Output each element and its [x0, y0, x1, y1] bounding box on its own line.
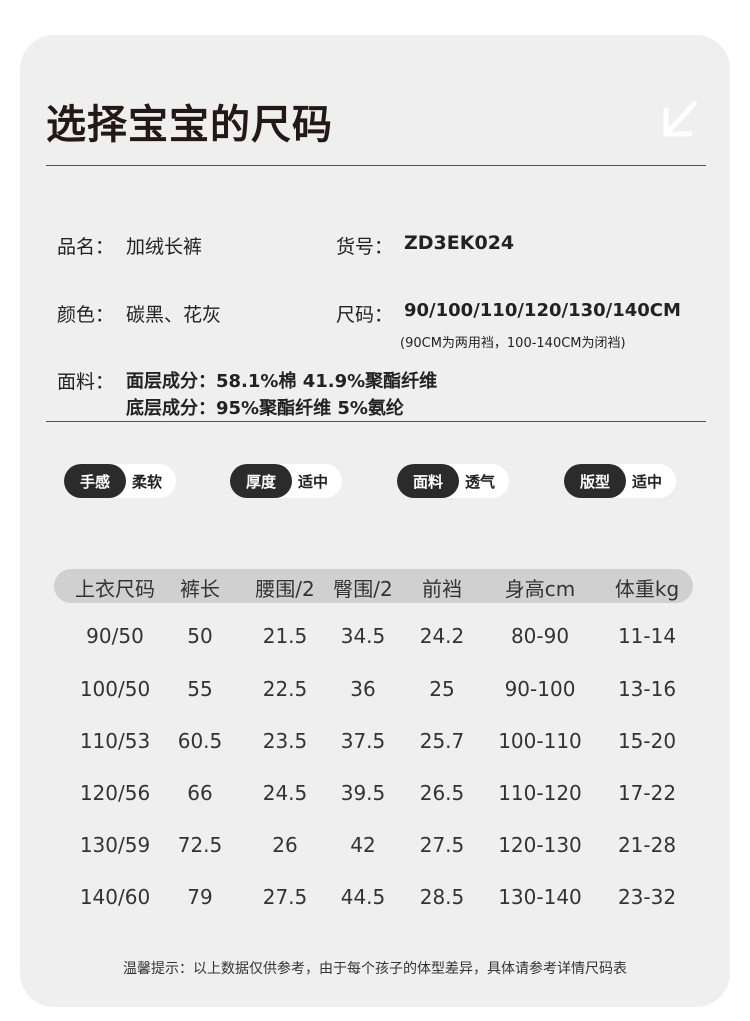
page-title: 选择宝宝的尺码: [46, 102, 333, 148]
table-cell: 130-140: [498, 885, 582, 909]
feature-pill: 面料 透气: [397, 464, 509, 498]
table-cell: 120-130: [498, 833, 582, 857]
table-cell: 110/53: [79, 729, 151, 753]
table-cell: 120/56: [79, 781, 151, 805]
table-cell: 24.5: [262, 781, 308, 805]
fabric-inner: 底层成分：95%聚酯纤维 5%氨纶: [126, 398, 404, 419]
table-cell: 42: [350, 833, 376, 857]
table-cell: 44.5: [340, 885, 386, 909]
table-cell: 21.5: [262, 624, 308, 648]
feature-value: 透气: [465, 472, 496, 491]
table-cell: 140/60: [79, 885, 151, 909]
column-header: 体重kg: [614, 577, 680, 601]
table-cell: 90-100: [504, 677, 576, 701]
fabric-label: 面料：: [57, 371, 115, 393]
table-cell: 13-16: [617, 677, 677, 701]
table-cell: 90/50: [86, 624, 144, 648]
feature-value: 适中: [632, 472, 663, 491]
table-cell: 34.5: [340, 624, 386, 648]
table-cell: 28.5: [419, 885, 465, 909]
table-cell: 27.5: [419, 833, 465, 857]
size-note: (90CM为两用裆，100-140CM为闭裆): [400, 336, 626, 351]
size-value: 90/100/110/120/130/140CM: [404, 300, 681, 321]
table-cell: 110-120: [498, 781, 582, 805]
column-header: 臀围/2: [333, 577, 393, 601]
table-cell: 37.5: [340, 729, 386, 753]
table-cell: 100-110: [498, 729, 582, 753]
fabric-outer: 面层成分：58.1%棉 41.9%聚酯纤维: [126, 371, 438, 392]
feature-key: 手感: [64, 464, 126, 498]
feature-pill: 厚度 适中: [230, 464, 342, 498]
column-header: 前裆: [422, 577, 462, 601]
feature-key: 面料: [397, 464, 459, 498]
footer-note: 温馨提示：以上数据仅供参考，由于每个孩子的体型差异，具体请参考详情尺码表: [123, 961, 627, 977]
feature-pill: 版型 适中: [564, 464, 676, 498]
table-cell: 50: [187, 624, 213, 648]
column-header: 上衣尺码: [75, 577, 155, 601]
table-cell: 39.5: [340, 781, 386, 805]
sku-label: 货号：: [336, 236, 394, 258]
table-cell: 23.5: [262, 729, 308, 753]
divider: [46, 421, 706, 422]
table-cell: 25.7: [419, 729, 465, 753]
size-label: 尺码：: [336, 304, 394, 326]
name-label: 品名：: [57, 236, 115, 258]
color-value: 碳黑、花灰: [126, 304, 222, 326]
table-cell: 15-20: [617, 729, 677, 753]
feature-key: 版型: [564, 464, 626, 498]
table-cell: 26: [272, 833, 298, 857]
table-cell: 36: [350, 677, 376, 701]
table-cell: 60.5: [177, 729, 223, 753]
table-cell: 100/50: [79, 677, 151, 701]
column-header: 腰围/2: [255, 577, 315, 601]
table-cell: 21-28: [617, 833, 677, 857]
table-cell: 23-32: [617, 885, 677, 909]
table-cell: 130/59: [79, 833, 151, 857]
feature-key: 厚度: [230, 464, 292, 498]
feature-value: 柔软: [132, 472, 163, 491]
table-cell: 79: [187, 885, 213, 909]
table-cell: 24.2: [419, 624, 465, 648]
color-label: 颜色：: [57, 304, 115, 326]
feature-value: 适中: [298, 472, 329, 491]
column-header: 身高cm: [504, 577, 576, 601]
table-cell: 22.5: [262, 677, 308, 701]
size-card: [20, 35, 730, 1007]
divider: [46, 165, 706, 166]
table-cell: 17-22: [617, 781, 677, 805]
table-header: [54, 569, 693, 603]
column-header: 裤长: [180, 577, 220, 601]
feature-pill: 手感 柔软: [64, 464, 176, 498]
table-cell: 11-14: [617, 624, 677, 648]
table-cell: 27.5: [262, 885, 308, 909]
table-cell: 26.5: [419, 781, 465, 805]
table-cell: 55: [187, 677, 213, 701]
table-cell: 72.5: [177, 833, 223, 857]
sku-value: ZD3EK024: [404, 232, 515, 254]
table-cell: 25: [429, 677, 455, 701]
table-cell: 80-90: [510, 624, 570, 648]
arrow-down-left-icon: [663, 100, 698, 137]
product-name: 加绒长裤: [126, 236, 203, 258]
table-cell: 66: [187, 781, 213, 805]
